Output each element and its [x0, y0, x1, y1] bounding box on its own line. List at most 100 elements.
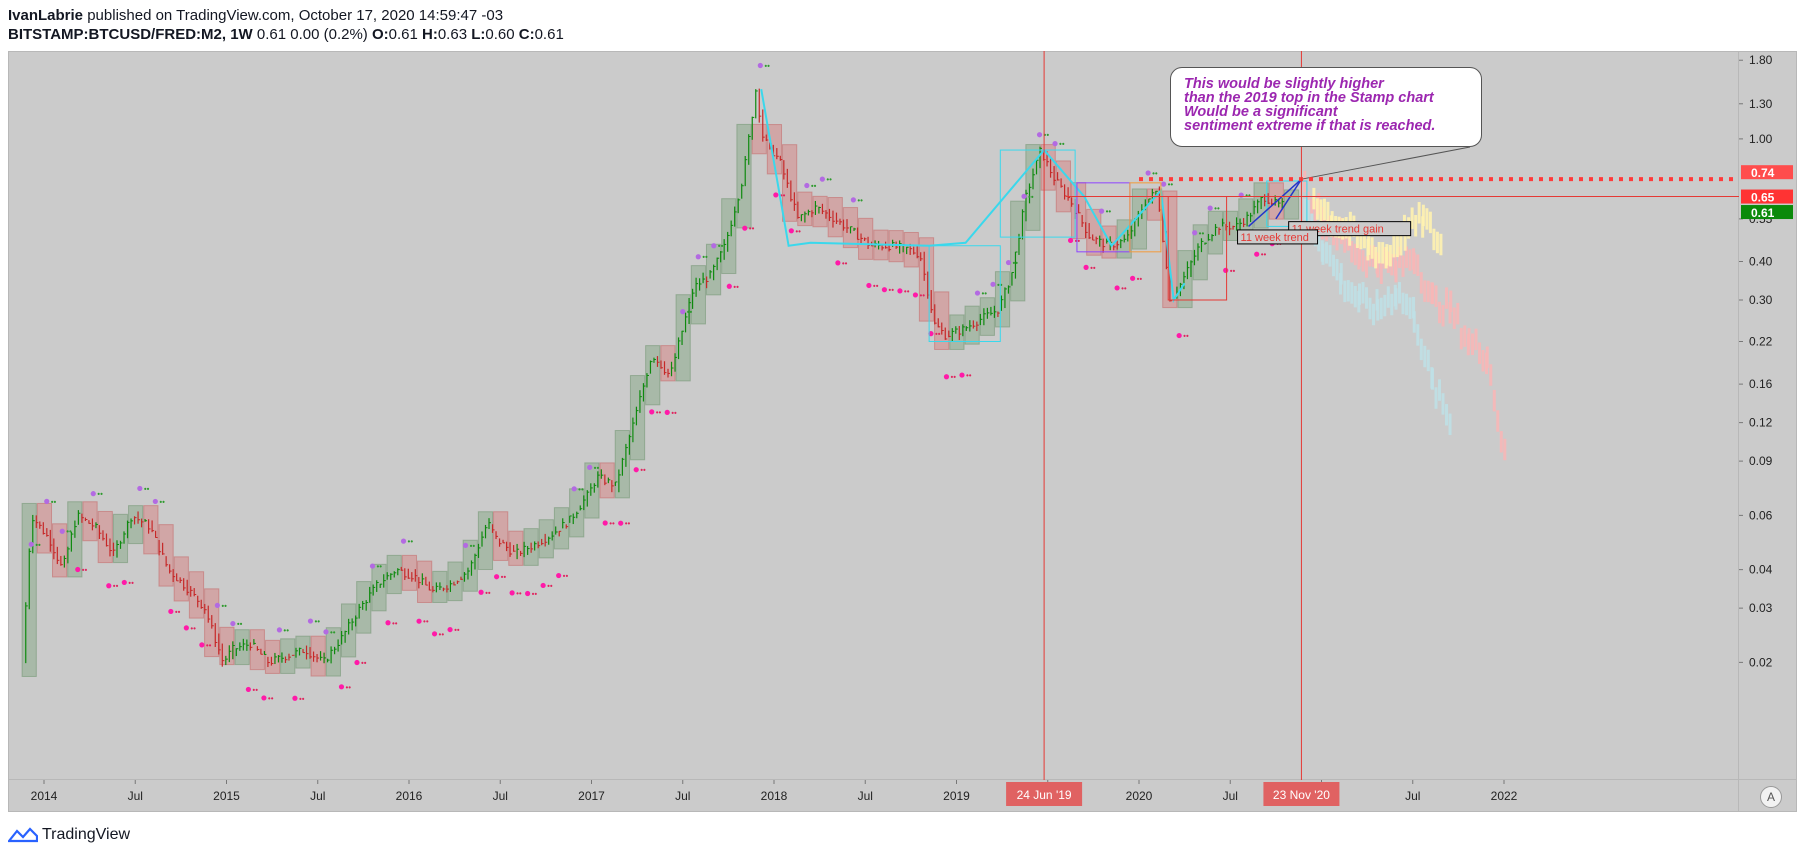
signal-tail: •• [811, 182, 817, 191]
projection-bar [1419, 272, 1423, 294]
signal-tail: •• [190, 624, 196, 633]
auto-scale-button[interactable]: A [1760, 786, 1782, 808]
author-name[interactable]: IvanLabrie [8, 7, 84, 24]
projection-bar [1438, 301, 1442, 324]
date-markers: 24 Jun '19 23 Nov '20 [1006, 782, 1340, 806]
signal-tail: •• [206, 641, 212, 650]
y-tick-label: 0.03 [1749, 601, 1773, 615]
signal-tail: •• [594, 463, 600, 472]
x-tick-label: Jul [128, 789, 143, 803]
monthly-range-box [553, 507, 570, 550]
y-tick-label: 0.09 [1749, 454, 1773, 468]
signal-tail: •• [966, 371, 972, 380]
x-tick-label: 2019 [943, 789, 970, 803]
projection-bar [1359, 227, 1363, 250]
x-tick-label: Jul [310, 789, 325, 803]
projection-bar [1353, 243, 1357, 266]
monthly-range-box [1131, 188, 1148, 250]
date-marker-label: 24 Jun '19 [1017, 788, 1072, 802]
projection-bar [1312, 187, 1316, 210]
monthly-range-box [173, 556, 189, 602]
signal-dot [1207, 205, 1213, 211]
projection-bar [1398, 282, 1402, 304]
monthly-range-box [964, 305, 980, 345]
signal-dot [664, 409, 670, 415]
monthly-range-box [934, 291, 950, 350]
monthly-range-box [158, 524, 174, 587]
signal-dot [1083, 264, 1089, 270]
brand-name: TradingView [42, 826, 131, 843]
monthly-range-box [812, 195, 828, 228]
x-tick-label: Jul [1223, 789, 1238, 803]
trend-label-2: 11 week trend [1241, 232, 1309, 244]
monthly-range-box [1192, 224, 1208, 281]
signal-dot [1067, 237, 1074, 244]
projection-bar [1390, 293, 1394, 316]
signal-dot [788, 228, 794, 234]
projection-bar [1306, 199, 1310, 222]
symbol-label[interactable]: BITSTAMP:BTCUSD/FRED:M2, 1W [8, 26, 253, 43]
signal-dot [850, 197, 856, 203]
monthly-range-box [128, 505, 144, 545]
monthly-range-box [675, 294, 691, 382]
signal-tail: •• [919, 291, 925, 300]
annotation-callout[interactable]: This would be slightly higher than the 2… [1170, 67, 1482, 147]
projection-bar [1474, 328, 1478, 351]
projection-bar [1489, 364, 1493, 386]
signal-tail: •• [888, 286, 894, 295]
monthly-range-box [538, 519, 554, 559]
monthly-range-box [82, 501, 98, 542]
x-tick-label: 2020 [1126, 789, 1153, 803]
signal-dot [307, 618, 314, 624]
signal-tail: •• [66, 527, 72, 536]
monthly-range-box [417, 560, 433, 603]
projection-bar [1452, 307, 1456, 329]
signal-dot [494, 574, 500, 580]
signal-dot [866, 282, 872, 289]
signal-dot [974, 290, 981, 296]
price-series-layer [25, 88, 1285, 668]
trend-line [1275, 178, 1303, 220]
signal-tail: •• [128, 578, 134, 587]
projection-bar [1401, 255, 1405, 277]
x-tick-label: 2018 [761, 789, 788, 803]
projection-bar [1478, 342, 1482, 364]
low-value: 0.60 [485, 26, 515, 43]
x-tick-label: Jul [675, 789, 690, 803]
price-marker-label: 0.74 [1751, 166, 1775, 180]
projection-bar [1425, 208, 1429, 230]
pattern-box [928, 245, 1001, 343]
projection-bar [1343, 231, 1347, 253]
signal-tail: •• [625, 519, 631, 528]
date-marker-box [1006, 782, 1083, 806]
y-tick-label: 1.00 [1749, 132, 1773, 146]
signal-tail: •• [268, 694, 274, 703]
signal-dot [400, 538, 407, 544]
signal-tail: •• [1230, 266, 1236, 275]
signal-dot [1145, 170, 1151, 176]
signal-dot [183, 625, 189, 631]
projection-bar [1310, 198, 1314, 220]
projection-bar [1335, 229, 1339, 251]
projection-bar [1405, 246, 1409, 268]
signal-tail: •• [299, 694, 305, 703]
signal-tail: •• [1075, 236, 1081, 245]
tradingview-logo-icon [8, 827, 38, 843]
signal-tail: •• [1106, 207, 1112, 216]
projection-bar [1377, 241, 1381, 264]
signal-tail: •• [671, 408, 677, 417]
projection-bar [1431, 368, 1434, 390]
signal-tail: •• [221, 601, 227, 610]
projection-bar [1328, 245, 1332, 267]
projection-bar [1376, 256, 1380, 278]
time-axis[interactable] [8, 780, 1739, 812]
monthly-range-box [52, 523, 68, 578]
y-tick-label: 0.22 [1749, 335, 1773, 349]
projection-bar [1445, 287, 1449, 309]
signal-dot [230, 620, 236, 627]
signal-tail: •• [175, 607, 181, 616]
projection-bar [1398, 246, 1402, 269]
projection-bar [1441, 393, 1445, 415]
signal-tail: •• [780, 191, 786, 200]
footer-brand[interactable]: TradingView [8, 826, 130, 844]
